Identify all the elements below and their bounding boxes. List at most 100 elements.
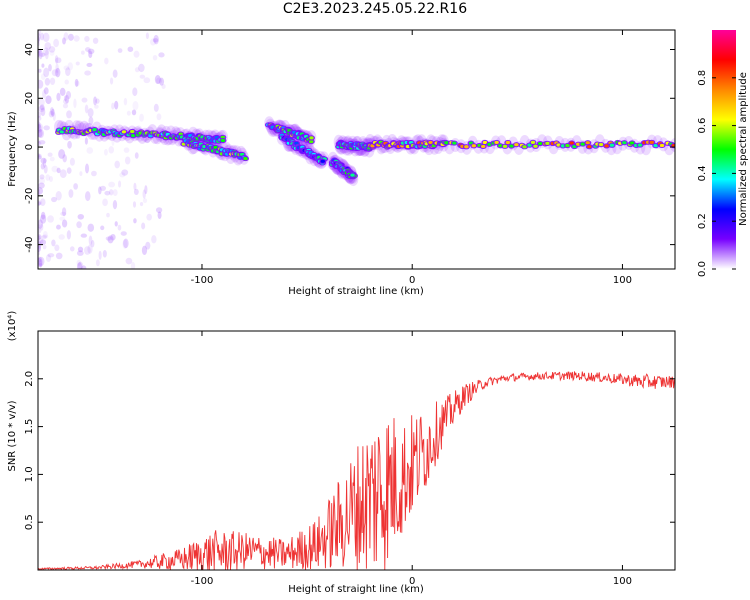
ridge-core	[622, 141, 627, 145]
noise-speck	[58, 149, 66, 159]
noise-speck	[48, 46, 56, 53]
noise-speck	[67, 62, 74, 71]
noise-speck	[161, 83, 166, 89]
x-tick-label: -100	[191, 275, 214, 286]
noise-speck	[69, 246, 75, 252]
noise-speck	[38, 235, 41, 241]
noise-speck	[150, 38, 157, 46]
noise-speck	[49, 50, 55, 56]
y-tick-label: 1.0	[24, 466, 35, 482]
noise-speck	[55, 191, 62, 201]
y-tick-label: 20	[24, 92, 35, 105]
noise-speck	[66, 110, 72, 119]
noise-speck	[39, 239, 47, 246]
ridge-core	[585, 141, 590, 145]
noise-speck	[38, 153, 42, 160]
noise-speck	[38, 200, 43, 206]
ridge-core	[580, 142, 585, 146]
noise-speck	[93, 96, 97, 106]
y-tick-label: -40	[24, 236, 35, 252]
colorbar-ticks: 0.0 0.2 0.4 0.6 0.8	[697, 70, 736, 277]
colorbar-tick-label: 0.8	[697, 70, 708, 86]
noise-speck	[158, 52, 165, 58]
noise-speck	[155, 207, 163, 213]
ridge-core	[444, 141, 449, 145]
colorbar-tick-label: 0.2	[697, 213, 708, 229]
ridge-core	[509, 144, 514, 148]
noise-speck	[62, 154, 67, 163]
y-tick-label: 40	[24, 43, 35, 56]
noise-speck	[75, 134, 81, 139]
ridge-core	[649, 140, 654, 144]
noise-speck	[88, 50, 93, 59]
noise-speck	[54, 55, 59, 64]
colorbar-tick-label: 0.4	[697, 165, 708, 181]
ridge-core	[587, 145, 592, 149]
noise-speck	[61, 207, 67, 217]
noise-speck	[91, 170, 97, 177]
noise-speck	[43, 47, 50, 56]
noise-speck	[153, 103, 159, 112]
noise-speck	[68, 33, 74, 41]
noise-speck	[121, 169, 129, 176]
noise-speck	[87, 223, 95, 232]
spectrogram-axes: -100 0 100 40 20 0 -20 -40	[24, 30, 675, 286]
noise-speck	[51, 239, 56, 247]
noise-speck	[38, 182, 45, 189]
noise-speck	[38, 105, 45, 113]
noise-speck	[111, 136, 115, 146]
noise-speck	[38, 153, 41, 158]
noise-speck	[53, 38, 60, 48]
noise-speck	[40, 211, 46, 220]
snr-x-axis-label: Height of straight line (km)	[288, 584, 424, 595]
noise-speck	[69, 157, 75, 166]
noise-speck	[92, 37, 99, 44]
noise-speck	[107, 235, 114, 244]
noise-speck	[123, 97, 128, 106]
noise-speck	[64, 94, 69, 104]
noise-speck	[94, 104, 99, 109]
noise-speck	[38, 124, 42, 133]
noise-speck	[47, 215, 54, 223]
ridge-core	[494, 140, 499, 145]
ridge-core	[637, 143, 643, 147]
noise-speck	[76, 221, 82, 229]
noise-speck	[62, 103, 69, 109]
noise-speck	[99, 185, 107, 191]
noise-speck	[43, 67, 50, 78]
noise-speck	[58, 234, 65, 240]
noise-speck	[87, 244, 93, 254]
noise-speck	[49, 107, 55, 116]
noise-speck	[60, 211, 67, 216]
noise-speck	[38, 233, 42, 240]
noise-speck	[47, 253, 55, 258]
noise-speck	[56, 92, 61, 102]
noise-speck	[39, 259, 43, 268]
noise-speck	[38, 129, 43, 138]
noise-speck	[88, 116, 94, 126]
ridge-core	[350, 173, 355, 177]
y-tick-label: 0	[24, 144, 35, 150]
ridge-core	[471, 144, 477, 148]
noise-speck	[132, 101, 139, 111]
ridge-core	[220, 138, 226, 143]
ridge-core	[671, 144, 675, 148]
noise-speck	[40, 198, 46, 206]
ridge-core	[576, 142, 581, 146]
ridge-core	[604, 144, 609, 148]
noise-speck	[146, 213, 152, 221]
x-tick-label: 100	[613, 576, 632, 587]
noise-speck	[38, 140, 46, 145]
noise-speck	[47, 152, 53, 157]
noise-speck	[55, 67, 61, 78]
noise-speck	[55, 63, 59, 73]
noise-speck	[40, 107, 46, 117]
noise-speck	[145, 241, 151, 250]
noise-speck	[40, 214, 47, 224]
noise-speck	[119, 172, 126, 178]
noise-speck	[143, 77, 151, 84]
snr-y-axis-label: SNR (10 * v/v)	[7, 400, 18, 471]
noise-speck	[122, 239, 128, 249]
noise-speck	[133, 182, 137, 191]
ridge-core	[213, 145, 218, 150]
